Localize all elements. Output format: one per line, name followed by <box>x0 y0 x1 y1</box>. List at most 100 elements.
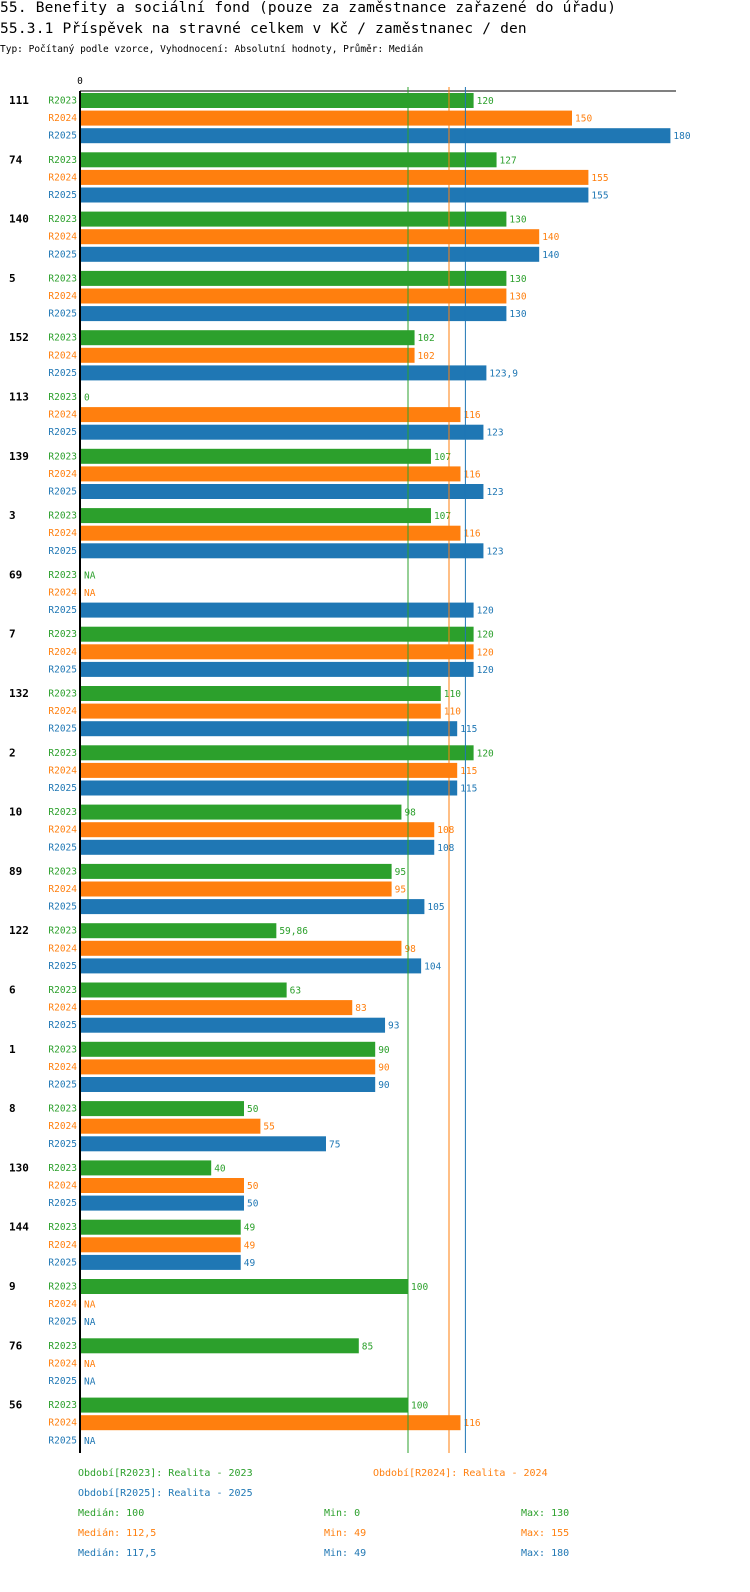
series-label: R2024 <box>48 410 77 421</box>
legend-entry: Období[R2024]: Realita - 2024 <box>373 1467 548 1479</box>
stat-min: Min: 49 <box>324 1548 366 1559</box>
bar-R2024 <box>80 940 402 956</box>
group-label: 76 <box>9 1339 23 1352</box>
series-label: R2025 <box>48 131 77 142</box>
group-label: 69 <box>9 568 22 581</box>
data-label: 115 <box>460 766 477 777</box>
series-label: R2025 <box>48 724 77 735</box>
data-label: 120 <box>477 647 494 658</box>
group-label: 140 <box>9 213 29 226</box>
stat-max: Max: 155 <box>521 1528 569 1539</box>
group-label: 130 <box>9 1161 29 1174</box>
series-label: R2024 <box>48 172 77 183</box>
stat-median: Medián: 100 <box>78 1507 144 1519</box>
series-label: R2024 <box>48 765 77 776</box>
bar-R2023 <box>80 330 415 346</box>
bar-R2025 <box>80 1195 244 1211</box>
series-label: R2024 <box>48 884 77 895</box>
data-label: 116 <box>463 1418 480 1429</box>
series-label: R2023 <box>48 570 77 581</box>
series-label: R2023 <box>48 1104 77 1115</box>
data-label: 93 <box>388 1021 399 1032</box>
data-label: 127 <box>500 155 517 166</box>
series-label: R2025 <box>48 1139 77 1150</box>
data-label: 95 <box>395 885 406 896</box>
series-label: R2024 <box>48 1121 77 1132</box>
bar-R2024 <box>80 288 507 304</box>
bar-R2024 <box>80 762 458 778</box>
legend-entry: Období[R2023]: Realita - 2023 <box>78 1467 253 1479</box>
bar-R2025 <box>80 958 422 974</box>
data-label: 85 <box>362 1341 373 1352</box>
bar-R2024 <box>80 466 461 482</box>
series-label: R2024 <box>48 469 77 480</box>
data-label: 120 <box>477 665 494 676</box>
series-label: R2025 <box>48 842 77 853</box>
data-label: NA <box>84 1300 96 1311</box>
bar-R2024 <box>80 703 441 719</box>
bar-R2025 <box>80 306 507 322</box>
bar-R2024 <box>80 822 435 838</box>
bar-R2023 <box>80 1397 408 1413</box>
series-label: R2025 <box>48 902 77 913</box>
bar-R2024 <box>80 110 572 126</box>
series-label: R2025 <box>48 961 77 972</box>
series-label: R2025 <box>48 1317 77 1328</box>
bar-R2025 <box>80 661 474 677</box>
bar-R2023 <box>80 448 431 464</box>
series-label: R2024 <box>48 1240 77 1251</box>
stat-median: Medián: 117,5 <box>78 1547 156 1559</box>
data-label: 90 <box>378 1045 390 1056</box>
bar-R2023 <box>80 270 507 286</box>
data-label: 75 <box>329 1139 340 1150</box>
series-label: R2023 <box>48 155 77 166</box>
data-label: 108 <box>437 843 454 854</box>
series-label: R2024 <box>48 291 77 302</box>
series-label: R2023 <box>48 96 77 107</box>
data-label: 102 <box>418 351 435 362</box>
data-label: 123 <box>486 428 503 439</box>
series-label: R2023 <box>48 1163 77 1174</box>
bar-R2025 <box>80 484 484 499</box>
bar-R2025 <box>80 721 458 737</box>
series-label: R2024 <box>48 350 77 361</box>
bar-R2024 <box>80 1237 241 1253</box>
data-label: 130 <box>509 309 526 320</box>
data-label: 140 <box>542 232 559 243</box>
chart-title: 55. Benefity a sociální fond (pouze za z… <box>0 0 617 16</box>
series-label: R2024 <box>48 1181 77 1192</box>
data-label: 50 <box>247 1104 259 1115</box>
bar-R2025 <box>80 128 671 144</box>
data-label: 155 <box>591 173 608 184</box>
series-label: R2023 <box>48 333 77 344</box>
data-label: 116 <box>463 410 480 421</box>
series-label: R2024 <box>48 1003 77 1014</box>
series-label: R2025 <box>48 487 77 498</box>
data-label: 140 <box>542 250 559 261</box>
group-label: 7 <box>9 628 16 641</box>
series-label: R2023 <box>48 392 77 403</box>
bar-R2024 <box>80 1415 461 1431</box>
stat-median: Medián: 112,5 <box>78 1527 156 1539</box>
series-label: R2025 <box>48 664 77 675</box>
stat-min: Min: 49 <box>324 1528 366 1539</box>
bar-R2025 <box>80 780 458 796</box>
data-label: 110 <box>444 689 461 700</box>
data-label: 90 <box>378 1080 390 1091</box>
series-label: R2023 <box>48 273 77 284</box>
bar-R2025 <box>80 246 540 262</box>
data-label: 49 <box>244 1223 256 1234</box>
series-label: R2025 <box>48 783 77 794</box>
bar-R2024 <box>80 1000 353 1016</box>
data-label: 150 <box>575 114 592 125</box>
series-label: R2024 <box>48 588 77 599</box>
data-label: 123 <box>486 546 503 557</box>
series-label: R2023 <box>48 1044 77 1055</box>
data-label: 40 <box>214 1163 226 1174</box>
data-label: 120 <box>477 630 494 641</box>
data-label: 59,86 <box>279 926 308 937</box>
data-label: 49 <box>244 1240 256 1251</box>
series-label: R2024 <box>48 1299 77 1310</box>
data-label: 50 <box>247 1181 259 1192</box>
group-label: 3 <box>9 509 16 522</box>
